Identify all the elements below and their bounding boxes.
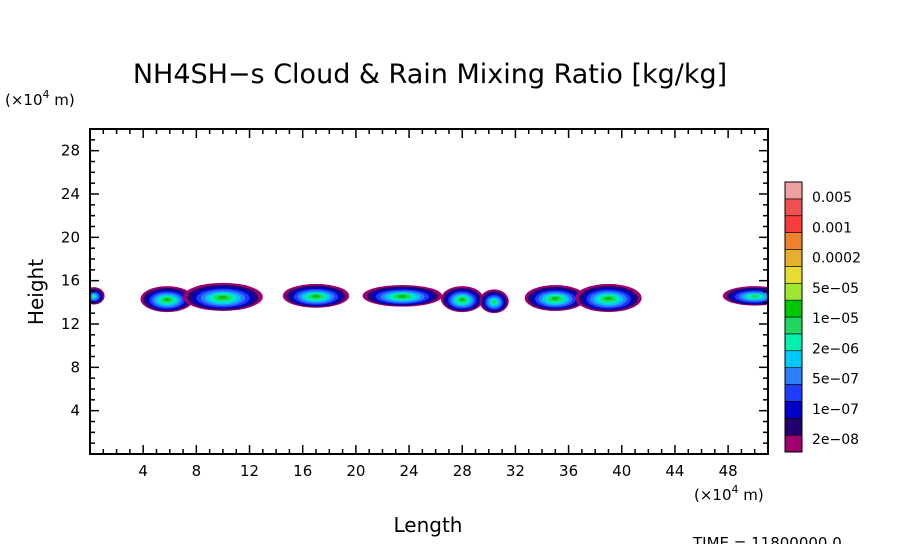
y-tick-label: 20: [61, 228, 80, 246]
colorbar-swatch: [784, 181, 803, 200]
colorbar-swatch: [784, 417, 803, 436]
cloud-blob: [140, 286, 194, 313]
y-axis-unit: (×104 m): [5, 88, 75, 109]
x-tick-label: 20: [346, 462, 365, 480]
x-tick-label: 40: [612, 462, 631, 480]
colorbar-label: 0.005: [812, 190, 852, 206]
colorbar-swatch: [784, 434, 803, 453]
x-tick-label: 36: [559, 462, 578, 480]
contour-fill: [551, 296, 559, 300]
cloud-blob: [479, 289, 509, 314]
contour-fill: [397, 294, 407, 298]
contour-fill: [459, 298, 465, 302]
colorbar-swatch: [784, 266, 803, 284]
time-label: TIME = 11800000.0: [692, 534, 842, 544]
y-tick-label: 28: [61, 142, 80, 160]
colorbar-label: 0.001: [812, 220, 852, 236]
y-axis: 4 8 12 16 20 24 28: [61, 139, 768, 444]
colorbar-swatch: [784, 401, 803, 419]
cloud-blob: [183, 282, 263, 311]
x-unit-suffix: m): [739, 486, 764, 504]
colorbar-label: 2e−08: [812, 432, 859, 448]
colorbar: 0.005 0.001 0.0002 5e−05 1e−05 2e−06 5e−07 1e−0…: [784, 181, 861, 453]
colorbar-swatch: [784, 232, 803, 250]
y-unit-exponent: 4: [43, 88, 50, 101]
y-tick-label: 4: [70, 402, 80, 420]
colorbar-label: 2e−06: [812, 341, 859, 357]
colorbar-swatch: [784, 215, 803, 233]
cloud-blob: [282, 283, 350, 308]
y-tick-label: 12: [61, 315, 80, 333]
cloud-blob: [575, 283, 642, 313]
contour-fill: [218, 295, 228, 299]
x-tick-label: 8: [192, 462, 202, 480]
colorbar-swatch: [784, 350, 803, 368]
cloud-blob: [722, 286, 768, 306]
contour-fill: [164, 298, 171, 302]
colorbar-swatch: [784, 367, 803, 385]
contour-fill: [492, 300, 497, 304]
colorbar-swatch: [784, 316, 803, 335]
contour-fill: [312, 294, 320, 298]
y-tick-label: 8: [70, 358, 80, 376]
x-unit-exponent: 4: [732, 483, 739, 496]
x-tick-label: 32: [506, 462, 525, 480]
colorbar-swatch: [784, 198, 803, 217]
cloud-blob: [524, 285, 586, 311]
x-axis: 4 8 12 16 20 24 28 32 36 40 44 48: [102, 129, 756, 480]
x-axis-unit: (×104 m): [694, 483, 764, 504]
colorbar-label: 0.0002: [812, 251, 861, 267]
cloud-blob: [440, 286, 484, 313]
colorbar-label: 5e−05: [812, 281, 859, 297]
y-tick-label: 24: [61, 185, 80, 203]
x-tick-label: 44: [665, 462, 684, 480]
colorbar-frame: [784, 181, 803, 453]
x-tick-label: 4: [138, 462, 148, 480]
y-tick-label: 16: [61, 272, 80, 290]
contour-fill: [91, 294, 96, 298]
contour-fill: [604, 296, 613, 301]
cloud-blob: [90, 287, 105, 305]
colorbar-label: 1e−07: [812, 402, 859, 418]
y-unit-prefix: (×10: [5, 91, 43, 109]
chart-title: NH4SH−s Cloud & Rain Mixing Ratio [kg/kg…: [133, 59, 727, 90]
x-tick-label: 16: [293, 462, 312, 480]
x-axis-label: Length: [394, 513, 463, 537]
colorbar-swatch: [784, 299, 803, 318]
colorbar-label: 5e−07: [812, 372, 859, 388]
plot-area: [90, 282, 768, 314]
contour-fill: [750, 294, 759, 298]
y-unit-suffix: m): [50, 91, 75, 109]
x-tick-label: 28: [453, 462, 472, 480]
y-axis-label: Height: [24, 259, 48, 325]
colorbar-swatch: [784, 384, 803, 402]
x-tick-label: 12: [240, 462, 259, 480]
x-tick-label: 24: [400, 462, 419, 480]
colorbar-swatch: [784, 333, 803, 352]
colorbar-swatch: [784, 282, 803, 301]
colorbar-label: 1e−05: [812, 311, 859, 327]
colorbar-swatch: [784, 249, 803, 267]
x-tick-label: 48: [719, 462, 738, 480]
x-unit-prefix: (×10: [694, 486, 732, 504]
cloud-blob: [362, 285, 443, 307]
